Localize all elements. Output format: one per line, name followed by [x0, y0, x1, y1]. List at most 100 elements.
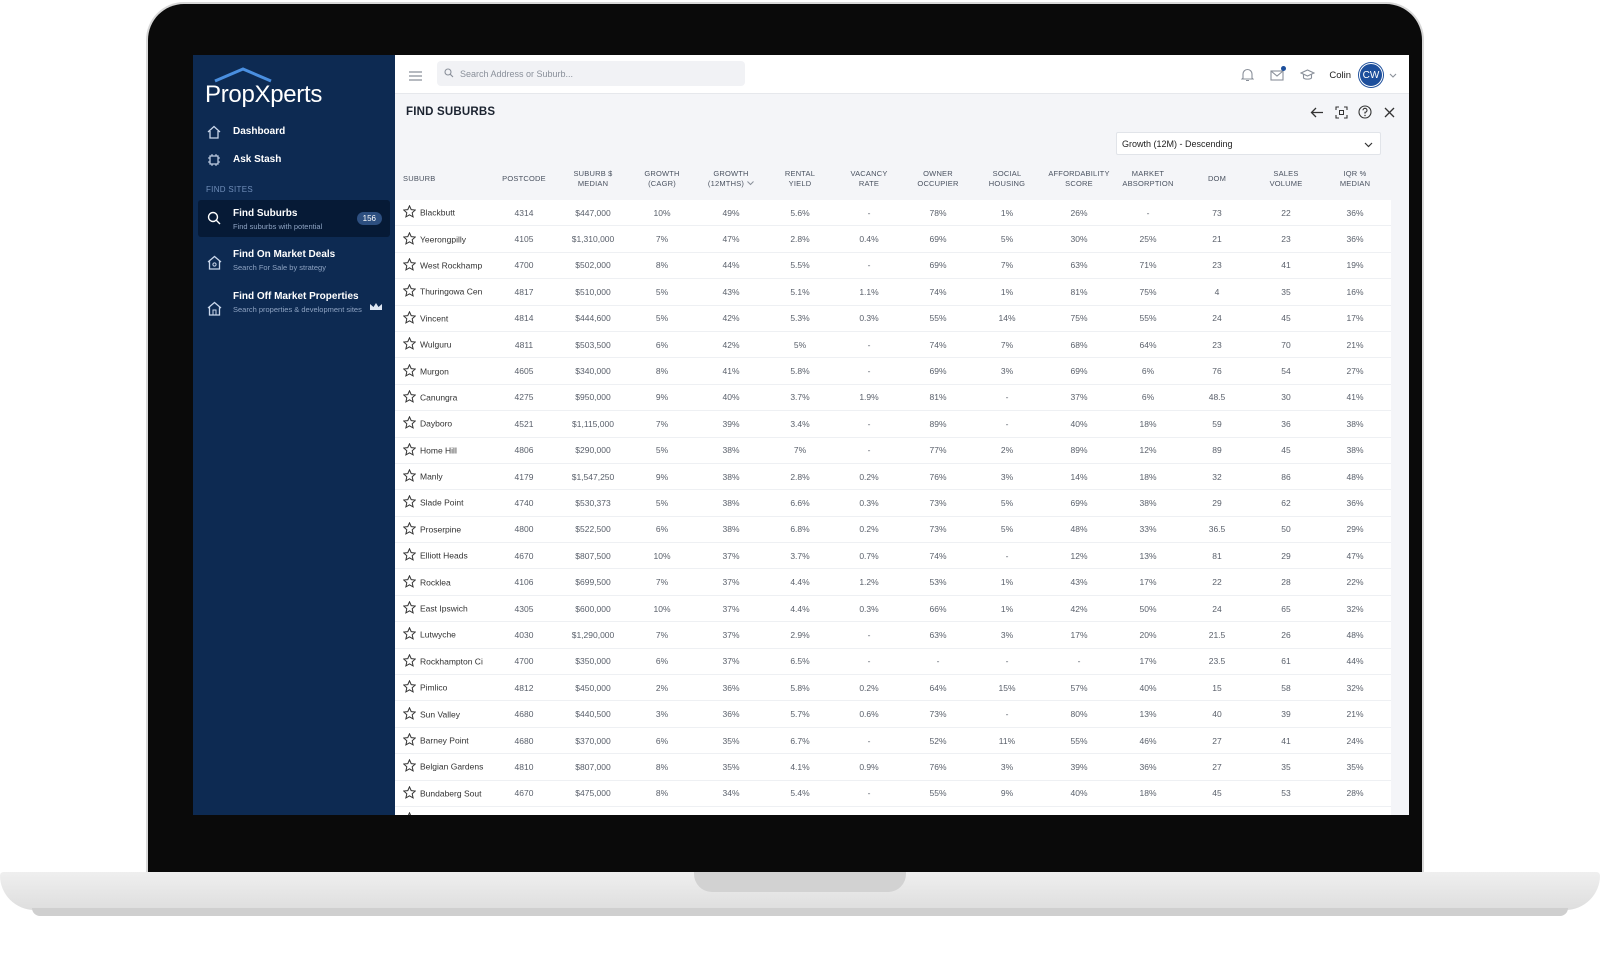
- table-row[interactable]: Murgon 4605 $340,000 8% 41% 5.8% -69% 3% 69% 6% 76…: [395, 357, 1391, 385]
- column-header[interactable]: POSTCODE: [491, 158, 557, 200]
- star-icon[interactable]: [402, 758, 417, 774]
- star-icon[interactable]: [402, 363, 417, 379]
- suburb-name[interactable]: Bundaberg Sout: [420, 788, 482, 799]
- table-row[interactable]: Wulguru 4811 $503,500 6% 42% 5% -74% 7% 68% 64% 23…: [395, 331, 1391, 359]
- column-header[interactable]: RENTAL YIELD: [767, 158, 833, 200]
- table-row[interactable]: Dayboro 4521 $1,115,000 7% 39% 3.4% -89% -40% 18…: [395, 410, 1391, 438]
- suburb-name[interactable]: Blackbutt: [420, 207, 455, 218]
- suburb-name[interactable]: Pimlico: [420, 682, 448, 693]
- suburb-name[interactable]: Sun Valley: [420, 709, 461, 720]
- suburb-name[interactable]: Lutwyche: [420, 629, 456, 640]
- suburb-name[interactable]: Belgian Gardens: [420, 761, 484, 772]
- star-icon[interactable]: [402, 389, 417, 405]
- avatar[interactable]: CW: [1359, 63, 1383, 87]
- column-header[interactable]: GROWTH (12MTHS): [695, 158, 767, 200]
- suburb-name[interactable]: Home Hill: [420, 445, 457, 456]
- star-icon[interactable]: [402, 468, 417, 484]
- column-header[interactable]: SUBURB: [395, 158, 491, 200]
- star-icon[interactable]: [402, 785, 417, 801]
- star-icon[interactable]: [403, 811, 416, 815]
- suburb-name[interactable]: East Ipswich: [420, 603, 468, 614]
- logo[interactable]: PropXperts: [205, 67, 345, 108]
- table-row[interactable]: Manly 4179 $1,547,250 9% 38% 2.8% 0.2% 76% 3% 14%…: [395, 463, 1391, 491]
- sidebar-item-find-on-market-deals[interactable]: Find On Market Deals Search For Sale by …: [193, 249, 395, 273]
- column-header[interactable]: DOM: [1181, 158, 1253, 200]
- table-row[interactable]: East Ipswich 4305 $600,000 10% 37% 4.4% 0.3% 66…: [395, 595, 1391, 623]
- star-icon[interactable]: [402, 283, 417, 299]
- table-row[interactable]: Proserpine 4800 $522,500 6% 38% 6.8% 0.2% 73% 5%…: [395, 516, 1391, 544]
- star-icon[interactable]: [402, 204, 417, 220]
- mail-icon[interactable]: [1267, 65, 1287, 85]
- user-name[interactable]: Colin: [1329, 69, 1351, 81]
- close-icon[interactable]: [1379, 102, 1399, 122]
- star-icon[interactable]: [402, 653, 417, 669]
- star-icon[interactable]: [402, 574, 417, 590]
- table-row[interactable]: Rockhampton Ci 4700 $350,000 6% 37% 6.5% - - - -1…: [395, 648, 1391, 676]
- star-icon[interactable]: [402, 679, 417, 695]
- star-icon[interactable]: [402, 442, 417, 458]
- star-icon[interactable]: [402, 547, 417, 563]
- graduation-cap-icon[interactable]: [1297, 65, 1317, 85]
- suburb-name[interactable]: Canungra: [420, 392, 458, 403]
- help-icon[interactable]: [1355, 102, 1375, 122]
- column-header[interactable]: MARKET ABSORPTION: [1115, 158, 1181, 200]
- column-header[interactable]: VACANCY RATE: [833, 158, 905, 200]
- sidebar-item-find-suburbs[interactable]: Find Suburbs Find suburbs with potential…: [198, 200, 390, 237]
- suburb-name[interactable]: Elliott Heads: [420, 550, 468, 561]
- column-header[interactable]: AFFORDABILITY SCORE: [1043, 158, 1115, 200]
- search-input[interactable]: Search Address or Suburb...: [460, 68, 574, 79]
- star-icon[interactable]: [402, 310, 417, 326]
- table-row[interactable]: Thuringowa Cen 4817 $510,000 5% 43% 5.1% 1.1% 7…: [395, 278, 1391, 306]
- table-row[interactable]: Bundaberg Sout 4670 $475,000 8% 34% 5.4% -55% 9…: [395, 780, 1391, 807]
- table-row[interactable]: Elliott Heads 4670 $807,500 10% 37% 3.7% 0.7% 7…: [395, 542, 1391, 570]
- table-row[interactable]: Sun Valley 4680 $440,500 3% 36% 5.7% 0.6% 73% -8…: [395, 700, 1391, 728]
- star-icon[interactable]: [402, 732, 417, 748]
- table-row[interactable]: Vincent 4814 $444,600 5% 42% 5.3% 0.3% 55% 14% 75…: [395, 305, 1391, 332]
- column-header[interactable]: SUBURB $ MEDIAN: [557, 158, 629, 200]
- star-icon[interactable]: [402, 257, 417, 273]
- star-icon[interactable]: [402, 600, 417, 616]
- star-icon[interactable]: [402, 495, 417, 510]
- table-row[interactable]: Blackbutt 4314 $447,000 10% 49% 5.6% -78% 1% 26%…: [395, 200, 1391, 227]
- search-bar[interactable]: Search Address or Suburb...: [437, 61, 745, 86]
- table-row[interactable]: Rocklea 4106 $699,500 7% 37% 4.4% 1.2% 53% 1% 43%…: [395, 568, 1391, 596]
- suburb-name[interactable]: Rockhampton Ci: [420, 656, 483, 667]
- star-icon[interactable]: [402, 627, 417, 642]
- table-row[interactable]: Home Hill 4806 $290,000 5% 38% 7% -77% 2% 89% 12%…: [395, 437, 1391, 464]
- sidebar-item-find-off-market[interactable]: Find Off Market Properties Search proper…: [193, 291, 395, 317]
- star-icon[interactable]: [402, 336, 417, 352]
- suburb-name[interactable]: Yeerongpilly: [420, 234, 466, 245]
- suburb-name[interactable]: Wulguru: [420, 339, 452, 350]
- column-header[interactable]: GROWTH (CAGR): [629, 158, 695, 200]
- star-icon[interactable]: [402, 521, 417, 537]
- sort-dropdown[interactable]: Growth (12M) - Descending: [1116, 132, 1381, 155]
- suburb-name[interactable]: Thuringowa Cen: [420, 286, 483, 297]
- column-header[interactable]: SOCIAL HOUSING: [971, 158, 1043, 200]
- table-row[interactable]: Barney Point 4680 $370,000 6% 35% 6.7% -52% 11%…: [395, 727, 1391, 755]
- column-header[interactable]: SALES VOLUME: [1253, 158, 1319, 200]
- table-row[interactable]: Lutwyche 4030 $1,290,000 7% 37% 2.9% -63% 3% 17%…: [395, 621, 1391, 649]
- table-row[interactable]: West Rockhamp 4700 $502,000 8% 44% 5.5% -69% 7%…: [395, 252, 1391, 280]
- table-row[interactable]: Yeerongpilly 4105 $1,310,000 7% 47% 2.8% 0.4% 6…: [395, 225, 1391, 253]
- table-row[interactable]: Belgian Gardens 4810 $807,000 8% 35% 4.1% 0.9%…: [395, 753, 1391, 781]
- suburb-name[interactable]: Dayboro: [420, 418, 453, 429]
- column-header[interactable]: OWNER OCCUPIER: [905, 158, 971, 200]
- suburb-name[interactable]: Barney Point: [420, 735, 469, 746]
- sidebar-item-ask-stash[interactable]: Ask Stash: [193, 151, 395, 169]
- column-header[interactable]: IQR % MEDIAN: [1319, 158, 1391, 200]
- suburb-name[interactable]: West Rockhamp: [420, 260, 483, 271]
- suburb-name[interactable]: Proserpine: [420, 524, 462, 535]
- table-row[interactable]: Heatley4814$455,0005%34%5.4%0.2%68%6%66%…: [395, 806, 1391, 815]
- suburb-name[interactable]: Rocklea: [420, 577, 451, 588]
- suburb-name[interactable]: Slade Point: [420, 497, 464, 508]
- suburb-name[interactable]: Murgon: [420, 366, 449, 377]
- back-arrow-icon[interactable]: [1307, 102, 1327, 122]
- star-icon[interactable]: [402, 231, 417, 247]
- suburb-name[interactable]: Vincent: [420, 313, 449, 324]
- star-icon[interactable]: [402, 706, 417, 722]
- star-icon[interactable]: [402, 415, 417, 431]
- chevron-down-icon[interactable]: [1387, 65, 1399, 85]
- expand-icon[interactable]: [1331, 102, 1351, 122]
- table-row[interactable]: Canungra 4275 $950,000 9% 40% 3.7% 1.9% 81% -37%…: [395, 384, 1391, 412]
- hamburger-icon[interactable]: [409, 68, 422, 86]
